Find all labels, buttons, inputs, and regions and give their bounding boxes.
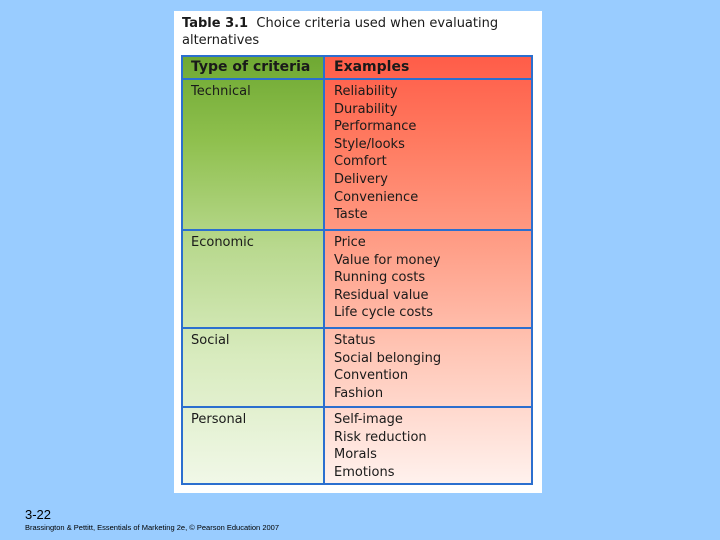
row-examples-personal: Self-image Risk reduction Morals Emotion… xyxy=(334,411,427,481)
slide-citation: Brassington & Pettitt, Essentials of Mar… xyxy=(25,523,280,532)
row-type-technical: Technical xyxy=(191,84,251,99)
rule-row-2 xyxy=(181,327,533,329)
rule-row-1 xyxy=(181,229,533,231)
list-item: Performance xyxy=(334,119,417,135)
rule-right xyxy=(531,55,533,485)
rule-header xyxy=(181,78,533,80)
table-caption: Table 3.1 Choice criteria used when eval… xyxy=(182,15,522,49)
examples-column xyxy=(324,55,533,485)
rule-bottom xyxy=(181,483,533,485)
slide-number: 3-22 xyxy=(25,507,52,522)
list-item: Social belonging xyxy=(334,350,442,366)
list-item: Taste xyxy=(334,207,368,223)
list-item: Durability xyxy=(334,101,398,117)
list-item: Life cycle costs xyxy=(334,305,434,321)
list-item: Fashion xyxy=(334,385,384,401)
rule-top xyxy=(181,55,533,57)
table-label: Table 3.1 xyxy=(182,16,249,31)
list-item: Status xyxy=(334,333,376,348)
row-examples-economic: Price Value for money Running costs Resi… xyxy=(334,234,440,322)
list-item: Delivery xyxy=(334,171,388,187)
list-item: Comfort xyxy=(334,154,387,170)
list-item: Emotions xyxy=(334,464,395,480)
table-card: Table 3.1 Choice criteria used when eval… xyxy=(174,11,542,493)
list-item: Morals xyxy=(334,447,377,463)
row-type-economic: Economic xyxy=(191,235,254,250)
criteria-table: Type of criteria Examples Technical Reli… xyxy=(181,55,533,485)
header-type: Type of criteria xyxy=(191,59,311,75)
list-item: Convenience xyxy=(334,189,419,205)
rule-left xyxy=(181,55,183,485)
list-item: Residual value xyxy=(334,287,429,303)
row-examples-social: Status Social belonging Convention Fashi… xyxy=(334,332,441,402)
row-type-personal: Personal xyxy=(191,412,247,427)
list-item: Running costs xyxy=(334,270,426,286)
list-item: Convention xyxy=(334,368,409,384)
rule-middle xyxy=(323,55,325,485)
header-examples: Examples xyxy=(334,59,410,75)
table-caption-text: Choice criteria used when evaluating alt… xyxy=(182,16,499,48)
type-column xyxy=(181,55,324,485)
list-item: Style/looks xyxy=(334,136,405,152)
list-item: Risk reduction xyxy=(334,429,427,445)
rule-row-3 xyxy=(181,406,533,408)
row-examples-technical: Reliability Durability Performance Style… xyxy=(334,83,418,224)
list-item: Reliability xyxy=(334,84,398,99)
row-type-social: Social xyxy=(191,333,230,348)
list-item: Value for money xyxy=(334,252,441,268)
list-item: Price xyxy=(334,235,366,250)
list-item: Self-image xyxy=(334,412,403,427)
